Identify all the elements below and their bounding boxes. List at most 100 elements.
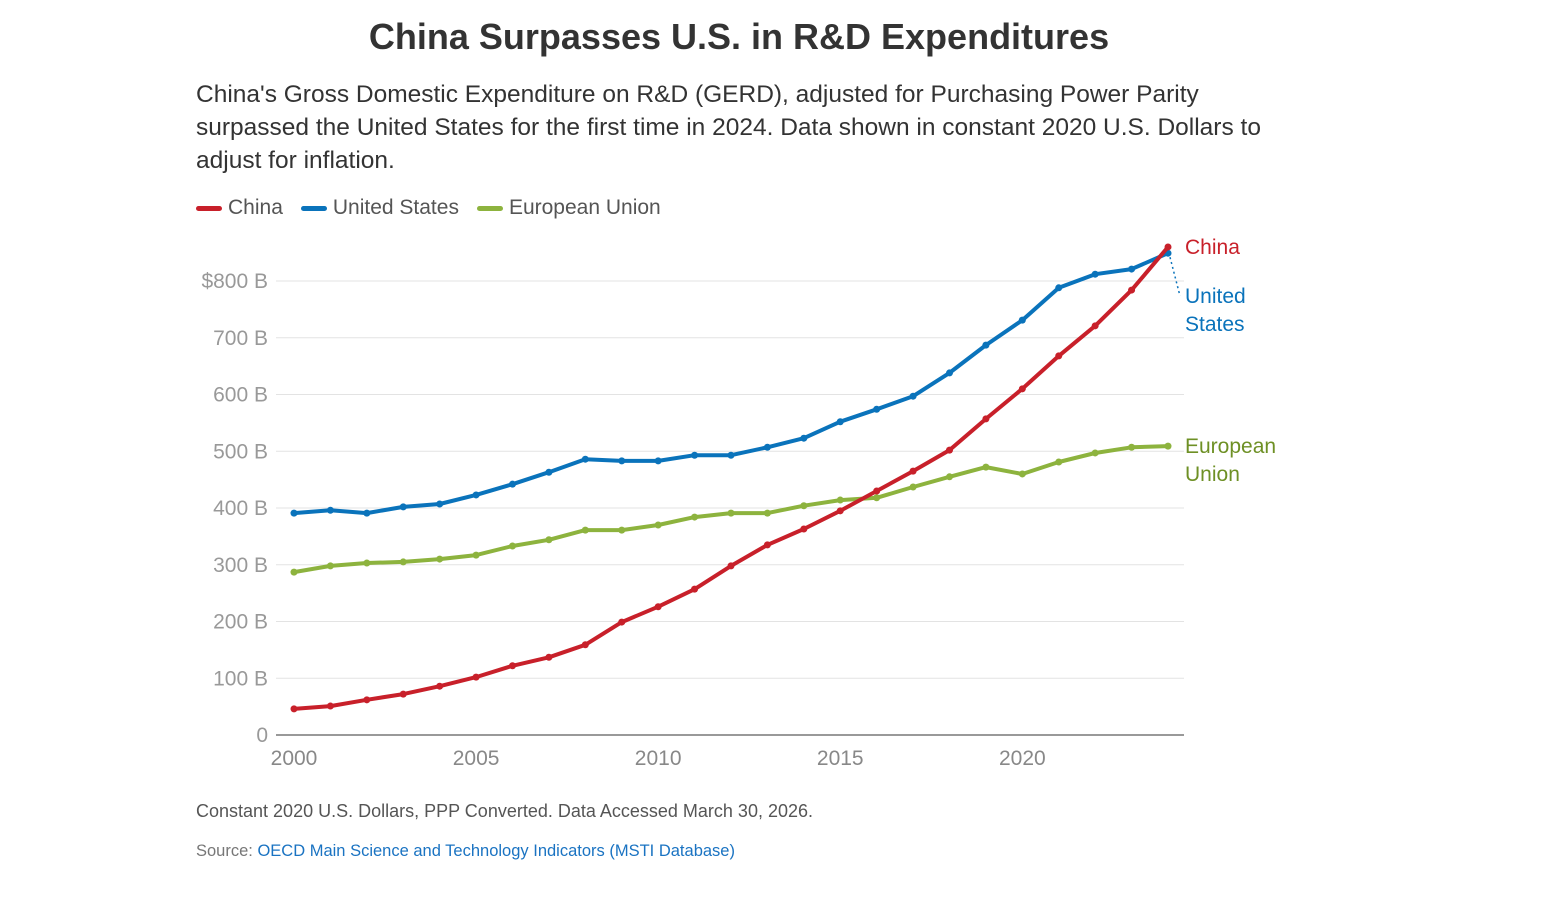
data-point-european-union [800, 502, 808, 510]
data-point-european-union [1091, 449, 1099, 457]
legend-swatch-united-states [300, 205, 327, 211]
chart-note: Constant 2020 U.S. Dollars, PPP Converte… [196, 801, 814, 821]
leader-line-united-states [1169, 257, 1181, 297]
data-point-china [909, 467, 917, 475]
data-point-european-union [654, 521, 662, 529]
data-point-united-states [581, 455, 589, 463]
y-tick-label: 600 B [213, 384, 268, 407]
data-point-european-union [1055, 458, 1063, 466]
data-point-european-union [618, 526, 626, 534]
data-point-united-states [436, 500, 444, 508]
data-point-china [436, 682, 444, 690]
data-point-european-union [436, 555, 444, 563]
end-label-united-states: States [1185, 313, 1245, 336]
y-tick-label: 100 B [213, 667, 268, 690]
legend-item-united-states[interactable]: United States [300, 196, 459, 220]
data-point-china [800, 525, 808, 533]
data-point-european-union [472, 551, 480, 559]
data-point-china [654, 603, 662, 611]
end-label-china: China [1185, 236, 1240, 259]
data-point-united-states [727, 451, 735, 459]
data-point-united-states [691, 451, 699, 459]
data-point-united-states [1018, 316, 1026, 324]
end-label-united-states: United [1185, 285, 1246, 308]
data-point-china [982, 415, 990, 423]
data-point-china [873, 487, 881, 495]
data-point-china [727, 562, 735, 570]
chart-subtitle: China's Gross Domestic Expenditure on R&… [196, 81, 1261, 174]
source-label: Source: [196, 842, 253, 860]
data-point-european-union [727, 509, 735, 517]
data-point-china [763, 541, 771, 549]
data-point-china [1128, 286, 1136, 294]
data-point-china [290, 705, 298, 713]
y-tick-label: 700 B [213, 327, 268, 350]
data-point-china [1164, 243, 1172, 251]
series-line-european-union [292, 444, 1170, 575]
data-point-united-states [326, 506, 334, 514]
data-point-united-states [836, 418, 844, 426]
data-point-european-union [909, 483, 917, 491]
chart-title: China Surpasses U.S. in R&D Expenditures [368, 16, 1110, 57]
data-point-china [326, 702, 334, 710]
end-label-european-union: Union [1185, 463, 1240, 486]
data-point-united-states [290, 509, 298, 517]
data-point-china [399, 690, 407, 698]
data-point-european-union [581, 526, 589, 534]
data-point-china [618, 618, 626, 626]
x-tick-label: 2015 [817, 747, 864, 770]
end-label-european-union: European [1185, 435, 1276, 458]
y-tick-label: 500 B [213, 440, 268, 463]
data-point-united-states [873, 405, 881, 413]
data-point-china [691, 585, 699, 593]
data-point-united-states [509, 480, 516, 488]
data-point-china [1055, 352, 1063, 360]
data-point-european-union [509, 542, 516, 550]
y-tick-label: $800 B [201, 270, 268, 293]
data-point-united-states [1055, 284, 1063, 292]
data-point-united-states [363, 509, 371, 517]
legend: China United States European Union [196, 196, 661, 220]
data-point-european-union [691, 513, 699, 521]
legend-label-united-states: United States [332, 196, 459, 219]
data-point-china [836, 507, 844, 515]
source-link[interactable]: OECD Main Science and Technology Indicat… [257, 842, 735, 860]
x-tick-label: 2010 [635, 747, 682, 770]
data-point-united-states [982, 341, 990, 349]
data-point-united-states [545, 468, 553, 476]
legend-item-china[interactable]: China [196, 196, 283, 220]
data-point-united-states [618, 457, 626, 465]
legend-swatch-european-union [476, 205, 503, 211]
data-point-european-union [399, 558, 407, 566]
data-point-european-union [363, 559, 371, 567]
data-point-european-union [1128, 443, 1136, 451]
data-point-china [1091, 322, 1099, 330]
data-point-china [545, 653, 553, 661]
data-point-european-union [290, 568, 298, 576]
data-point-united-states [654, 457, 662, 465]
legend-swatch-china [196, 205, 222, 211]
data-point-united-states [1128, 265, 1136, 273]
y-tick-label: 400 B [213, 497, 268, 520]
data-point-united-states [399, 503, 407, 511]
data-point-united-states [800, 434, 808, 442]
legend-label-european-union: European Union [508, 196, 661, 219]
data-point-european-union [873, 494, 881, 502]
legend-item-european-union[interactable]: European Union [476, 196, 661, 220]
data-point-european-union [1018, 470, 1026, 478]
data-point-european-union [982, 463, 990, 471]
data-point-united-states [1091, 270, 1099, 278]
x-tick-label: 2005 [453, 747, 500, 770]
data-point-united-states [909, 392, 917, 400]
data-point-european-union [763, 509, 771, 517]
y-tick-label: 300 B [213, 554, 268, 577]
y-tick-label: 200 B [213, 611, 268, 634]
data-point-china [509, 662, 516, 670]
x-tick-label: 2000 [271, 747, 318, 770]
data-point-european-union [545, 536, 553, 544]
data-point-china [946, 446, 953, 454]
source-line: Source: OECD Main Science and Technology… [196, 842, 735, 861]
series-line-china [292, 245, 1170, 711]
data-point-united-states [472, 491, 480, 499]
